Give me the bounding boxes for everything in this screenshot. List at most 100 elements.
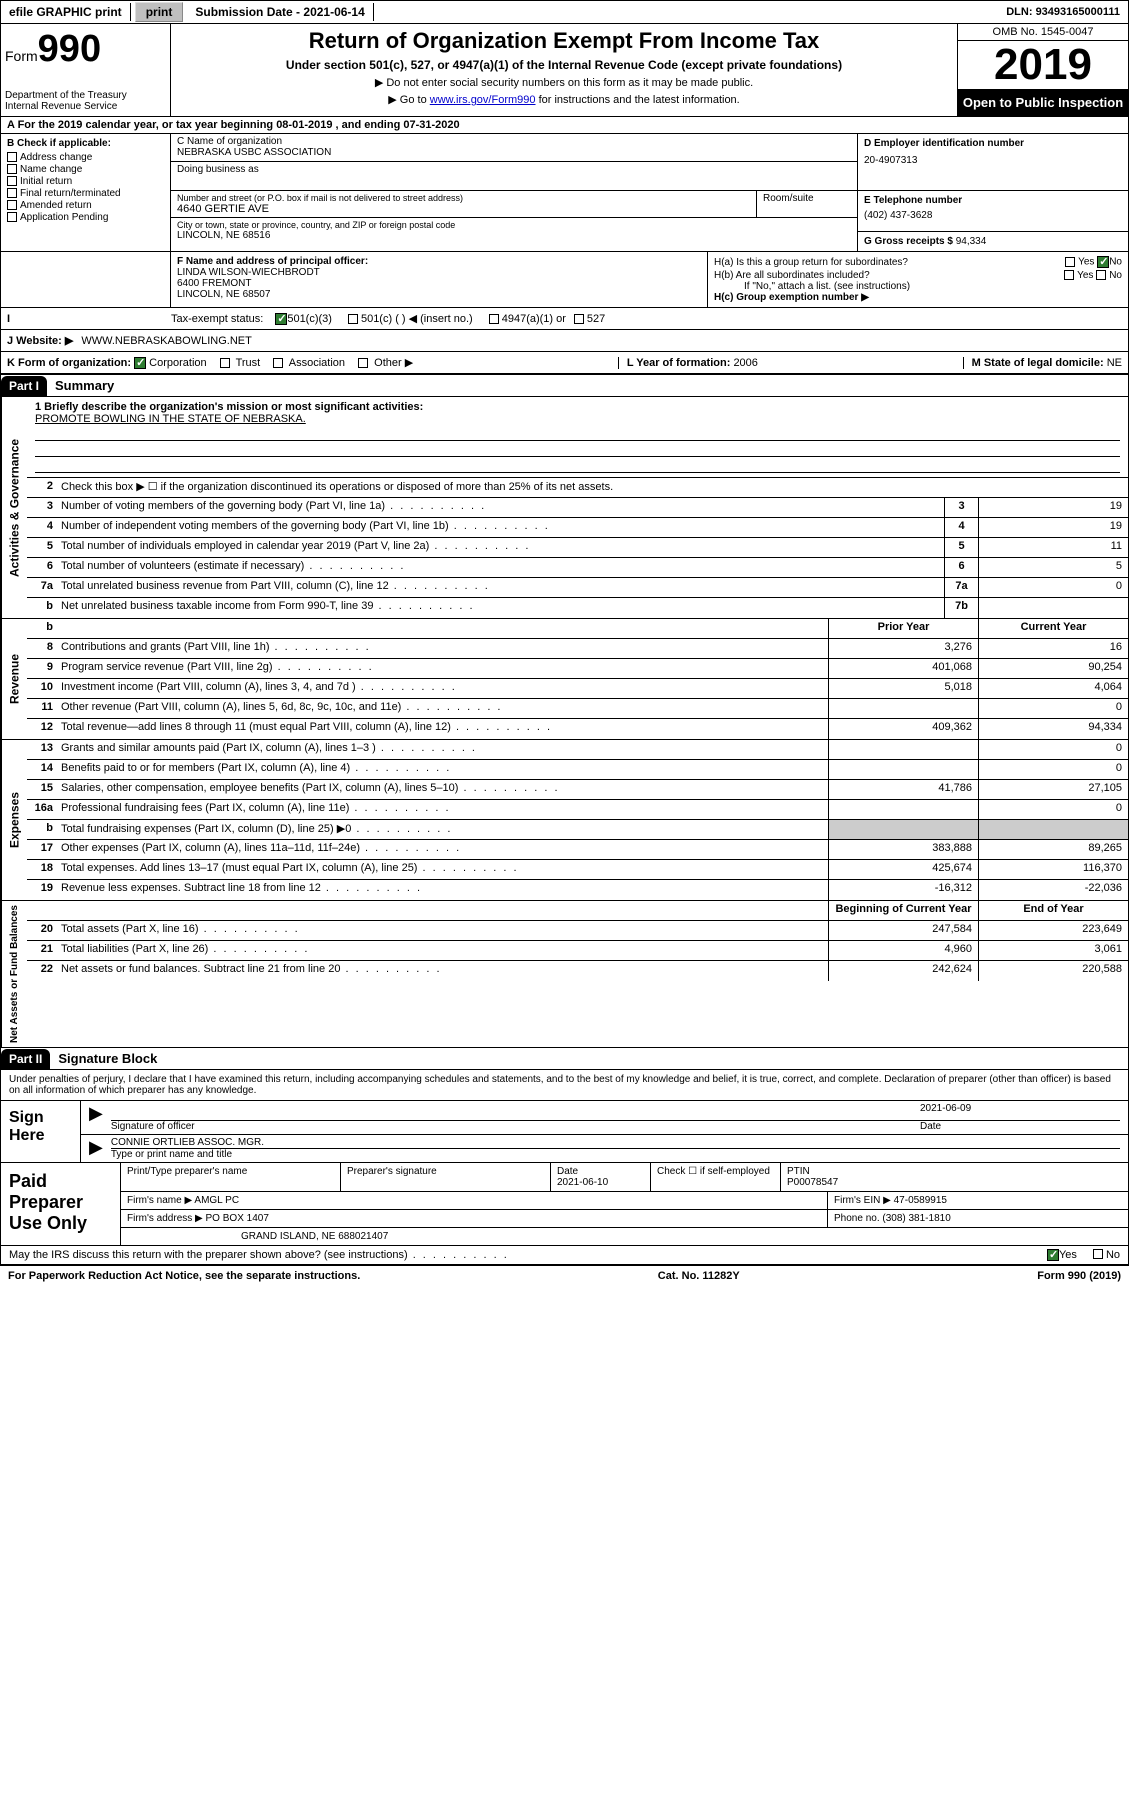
rev-line-10: 10Investment income (Part VIII, column (… [27,679,1128,699]
print-button[interactable]: print [135,2,184,22]
expenses-section: Expenses 13Grants and similar amounts pa… [0,740,1129,901]
dba-cell: Doing business as [171,162,857,190]
rev-line-11: 11Other revenue (Part VIII, column (A), … [27,699,1128,719]
omb-number: OMB No. 1545-0047 [958,24,1128,41]
revenue-section: Revenue b Prior Year Current Year 8Contr… [0,619,1129,740]
header-left: Form990 Department of the Treasury Inter… [1,24,171,116]
ein-value: 20-4907313 [864,155,1122,166]
perjury-statement: Under penalties of perjury, I declare th… [1,1070,1128,1100]
gov-line-4: 4Number of independent voting members of… [27,518,1128,538]
side-net: Net Assets or Fund Balances [1,901,27,1047]
discuss-no-checkbox[interactable] [1093,1249,1103,1259]
website-value: WWW.NEBRASKABOWLING.NET [81,335,252,347]
ha-yes-checkbox[interactable] [1065,257,1075,267]
note-ssn: ▶ Do not enter social security numbers o… [179,76,949,89]
officer-name-line: ▶ CONNIE ORTLIEB ASSOC. MGR. Type or pri… [81,1135,1128,1162]
exp-line-14: 14Benefits paid to or for members (Part … [27,760,1128,780]
paperwork-notice: For Paperwork Reduction Act Notice, see … [8,1270,360,1282]
firm-addr2-line: GRAND ISLAND, NE 688021407 [121,1228,1128,1245]
header-mid: Return of Organization Exempt From Incom… [171,24,958,116]
note-link: ▶ Go to www.irs.gov/Form990 for instruct… [179,93,949,106]
col-b-header: B Check if applicable: [7,138,164,149]
rev-header-row: b Prior Year Current Year [27,619,1128,639]
public-inspection: Open to Public Inspection [958,89,1128,116]
part1-tag: Part I [1,376,47,396]
501c-checkbox[interactable] [348,314,358,324]
hb-yes-checkbox[interactable] [1064,270,1074,280]
discuss-yes-checkbox[interactable] [1047,1249,1059,1261]
colb-option[interactable]: Initial return [7,176,164,187]
hb-no-checkbox[interactable] [1096,270,1106,280]
rev-line-9: 9Program service revenue (Part VIII, lin… [27,659,1128,679]
efile-label: efile GRAPHIC print [1,3,131,21]
cat-no: Cat. No. 11282Y [658,1270,740,1282]
gov-line-5: 5Total number of individuals employed in… [27,538,1128,558]
form-header: Form990 Department of the Treasury Inter… [0,24,1129,117]
trust-checkbox[interactable] [220,358,230,368]
firm-addr-line: Firm's address ▶ PO BOX 1407 Phone no. (… [121,1210,1128,1228]
header-right: OMB No. 1545-0047 2019 Open to Public In… [958,24,1128,116]
gov-line-b: bNet unrelated business taxable income f… [27,598,1128,618]
form-subtitle: Under section 501(c), 527, or 4947(a)(1)… [179,58,949,72]
side-governance: Activities & Governance [1,397,27,618]
gov-line-7a: 7aTotal unrelated business revenue from … [27,578,1128,598]
irs-discuss-row: May the IRS discuss this return with the… [1,1245,1128,1264]
form-title: Return of Organization Exempt From Incom… [179,28,949,54]
exp-line-19: 19Revenue less expenses. Subtract line 1… [27,880,1128,900]
rev-line-8: 8Contributions and grants (Part VIII, li… [27,639,1128,659]
col-c: C Name of organization NEBRASKA USBC ASS… [171,134,1128,251]
ha-no-checkbox[interactable] [1097,256,1109,268]
section-fh: F Name and address of principal officer:… [0,252,1129,308]
col-b-checkboxes: B Check if applicable: Address changeNam… [1,134,171,251]
group-return: H(a) Is this a group return for subordin… [708,252,1128,307]
tel-gross-cell: E Telephone number (402) 437-3628 G Gros… [858,191,1128,251]
submission-date: Submission Date - 2021-06-14 [187,3,373,21]
net-line-21: 21Total liabilities (Part X, line 26)4,9… [27,941,1128,961]
net-line-22: 22Net assets or fund balances. Subtract … [27,961,1128,981]
colb-option[interactable]: Amended return [7,200,164,211]
exp-line-18: 18Total expenses. Add lines 13–17 (must … [27,860,1128,880]
net-assets-section: Net Assets or Fund Balances Beginning of… [0,901,1129,1048]
corp-checkbox[interactable] [134,357,146,369]
colb-option[interactable]: Address change [7,152,164,163]
colb-option[interactable]: Name change [7,164,164,175]
principal-officer: F Name and address of principal officer:… [171,252,708,307]
section-bcd: B Check if applicable: Address changeNam… [0,134,1129,252]
row-a-tax-period: A For the 2019 calendar year, or tax yea… [0,117,1129,134]
501c3-checkbox[interactable] [275,313,287,325]
dln: DLN: 93493165000111 [998,4,1128,20]
firm-name-line: Firm's name ▶ AMGL PC Firm's EIN ▶ 47-05… [121,1192,1128,1210]
street-cell: Number and street (or P.O. box if mail i… [171,191,757,217]
sign-here-row: Sign Here ▶ Signature of officer 2021-06… [1,1100,1128,1162]
arrow-icon: ▶ [89,1103,103,1132]
gross-receipts: G Gross receipts $ 94,334 [858,231,1128,247]
tax-exempt-row: I Tax-exempt status: 501(c)(3) 501(c) ( … [0,308,1129,330]
dept-label: Department of the Treasury Internal Reve… [5,90,166,112]
other-checkbox[interactable] [358,358,368,368]
governance-section: Activities & Governance 1 Briefly descri… [0,397,1129,619]
mission-text: PROMOTE BOWLING IN THE STATE OF NEBRASKA… [35,413,1120,425]
irs-link[interactable]: www.irs.gov/Form990 [430,94,536,106]
side-expenses: Expenses [1,740,27,900]
preparer-header-line: Print/Type preparer's name Preparer's si… [121,1163,1128,1192]
part2-title: Signature Block [50,1048,165,1069]
4947-checkbox[interactable] [489,314,499,324]
colb-option[interactable]: Application Pending [7,212,164,223]
assoc-checkbox[interactable] [273,358,283,368]
sign-here-label: Sign Here [1,1101,81,1162]
mission-block: 1 Briefly describe the organization's mi… [27,397,1128,478]
tax-year: 2019 [958,41,1128,89]
paid-preparer-label: Paid Preparer Use Only [1,1163,121,1245]
527-checkbox[interactable] [574,314,584,324]
exp-line-17: 17Other expenses (Part IX, column (A), l… [27,840,1128,860]
colb-option[interactable]: Final return/terminated [7,188,164,199]
exp-line-13: 13Grants and similar amounts paid (Part … [27,740,1128,760]
form-ref: Form 990 (2019) [1037,1270,1121,1282]
exp-line-16a: 16aProfessional fundraising fees (Part I… [27,800,1128,820]
paid-preparer-row: Paid Preparer Use Only Print/Type prepar… [1,1162,1128,1245]
net-header-row: Beginning of Current Year End of Year [27,901,1128,921]
ein-cell: D Employer identification number 20-4907… [858,134,1128,190]
signature-section: Under penalties of perjury, I declare th… [0,1070,1129,1265]
form-number: Form990 [5,28,166,71]
exp-line-b: bTotal fundraising expenses (Part IX, co… [27,820,1128,840]
